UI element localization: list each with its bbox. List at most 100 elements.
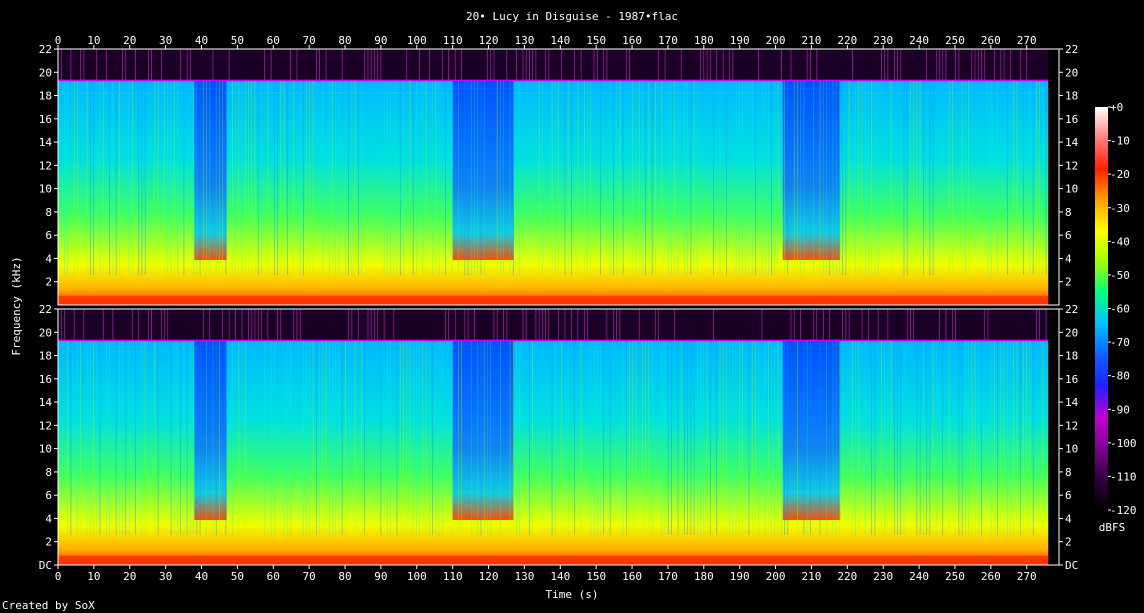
y-tick-label: 6 xyxy=(45,229,52,242)
y-tick-label: 18 xyxy=(1065,350,1078,363)
y-tick-label: 8 xyxy=(1065,206,1072,219)
x-tick-label: 40 xyxy=(195,570,208,583)
y-tick-label: 4 xyxy=(45,252,52,265)
x-tick-label: 210 xyxy=(802,34,822,47)
colorbar-tick-label: -90 xyxy=(1110,403,1130,416)
y-tick-label: DC xyxy=(1065,559,1078,572)
y-tick-label: 16 xyxy=(39,373,52,386)
x-tick-label: 130 xyxy=(514,570,534,583)
colorbar-tick-label: -10 xyxy=(1110,135,1130,148)
x-tick-label: 210 xyxy=(802,570,822,583)
x-tick-label: 60 xyxy=(267,34,280,47)
x-tick-label: 100 xyxy=(407,34,427,47)
x-tick-label: 90 xyxy=(374,34,387,47)
y-tick-label: 2 xyxy=(45,536,52,549)
colorbar-tick-label: +0 xyxy=(1110,101,1123,114)
x-tick-label: 200 xyxy=(766,570,786,583)
y-tick-label: 4 xyxy=(45,512,52,525)
y-tick-label: 12 xyxy=(39,419,52,432)
colorbar-tick-label: -70 xyxy=(1110,336,1130,349)
colorbar-tick-label: -60 xyxy=(1110,303,1130,316)
channel-2-spectrogram xyxy=(57,309,1059,565)
colorbar-tick-label: -110 xyxy=(1110,470,1137,483)
x-tick-label: 250 xyxy=(945,34,965,47)
y-tick-label: 2 xyxy=(45,276,52,289)
colorbar-label: dBFS xyxy=(1099,521,1126,534)
y-tick-label: 18 xyxy=(39,350,52,363)
y-tick-label: DC xyxy=(39,559,52,572)
x-tick-label: 80 xyxy=(338,570,351,583)
x-tick-label: 150 xyxy=(586,570,606,583)
x-tick-label: 160 xyxy=(622,34,642,47)
x-tick-label: 30 xyxy=(159,34,172,47)
x-tick-label: 260 xyxy=(981,570,1001,583)
x-tick-label: 120 xyxy=(479,34,499,47)
y-tick-label: 2 xyxy=(1065,536,1072,549)
y-tick-label: 14 xyxy=(39,396,53,409)
colorbar-tick-label: -30 xyxy=(1110,202,1130,215)
y-tick-label: 10 xyxy=(39,183,52,196)
y-tick-label: 12 xyxy=(39,159,52,172)
y-tick-label: 18 xyxy=(39,90,52,103)
x-tick-label: 260 xyxy=(981,34,1001,47)
x-tick-label: 140 xyxy=(550,570,570,583)
y-tick-label: 8 xyxy=(45,206,52,219)
x-tick-label: 50 xyxy=(231,570,244,583)
y-tick-label: 14 xyxy=(39,136,53,149)
colorbar-tick-label: -40 xyxy=(1110,235,1130,248)
x-tick-label: 160 xyxy=(622,570,642,583)
y-tick-label: 12 xyxy=(1065,419,1078,432)
y-tick-label: 18 xyxy=(1065,90,1078,103)
y-tick-label: 12 xyxy=(1065,159,1078,172)
colorbar-tick-label: -80 xyxy=(1110,370,1130,383)
y-tick-label: 20 xyxy=(39,66,52,79)
colorbar-tick-label: -20 xyxy=(1110,168,1130,181)
plot-area xyxy=(57,49,1059,565)
x-tick-label: 30 xyxy=(159,570,172,583)
y-tick-label: 22 xyxy=(39,43,52,56)
x-tick-label: 250 xyxy=(945,570,965,583)
x-tick-label: 150 xyxy=(586,34,606,47)
x-tick-label: 10 xyxy=(87,34,100,47)
colorbar-tick-label: -50 xyxy=(1110,269,1130,282)
y-tick-label: 6 xyxy=(1065,489,1072,502)
x-tick-label: 140 xyxy=(550,34,570,47)
x-tick-label: 240 xyxy=(909,570,929,583)
x-tick-label: 240 xyxy=(909,34,929,47)
colorbar-gradient xyxy=(1095,107,1108,510)
x-tick-label: 270 xyxy=(1017,34,1037,47)
x-tick-label: 170 xyxy=(658,570,678,583)
y-tick-label: 14 xyxy=(1065,396,1079,409)
colorbar-tick-label: -120 xyxy=(1110,504,1137,517)
y-tick-label: 22 xyxy=(39,303,52,316)
y-tick-label: 14 xyxy=(1065,136,1079,149)
x-tick-label: 180 xyxy=(694,570,714,583)
x-tick-label: 220 xyxy=(837,34,857,47)
y-tick-label: 8 xyxy=(45,466,52,479)
x-tick-label: 110 xyxy=(443,34,463,47)
y-tick-label: 10 xyxy=(39,443,52,456)
x-tick-label: 50 xyxy=(231,34,244,47)
x-tick-label: 90 xyxy=(374,570,387,583)
colorbar: +0 -10 -20 -30 -40 -50 -60 -70 -80 -90 -100 -110 -12… xyxy=(1095,101,1137,517)
y-tick-label: 10 xyxy=(1065,443,1078,456)
panel-frame xyxy=(57,308,1060,566)
y-tick-label: 16 xyxy=(1065,113,1078,126)
channel-1-spectrogram xyxy=(57,49,1059,305)
x-tick-label: 20 xyxy=(123,570,136,583)
x-tick-label: 230 xyxy=(873,570,893,583)
y-tick-label: 20 xyxy=(1065,66,1078,79)
x-axis-label: Time (s) xyxy=(546,588,599,601)
y-axis-label: Frequency (kHz) xyxy=(10,256,23,355)
y-tick-label: 6 xyxy=(45,489,52,502)
x-tick-label: 0 xyxy=(55,34,62,47)
x-tick-label: 10 xyxy=(87,570,100,583)
chart-title: 20• Lucy in Disguise - 1987•flac xyxy=(466,10,678,23)
x-tick-label: 100 xyxy=(407,570,427,583)
x-tick-label: 60 xyxy=(267,570,280,583)
x-tick-label: 270 xyxy=(1017,570,1037,583)
y-tick-label: 22 xyxy=(1065,43,1078,56)
x-tick-label: 170 xyxy=(658,34,678,47)
